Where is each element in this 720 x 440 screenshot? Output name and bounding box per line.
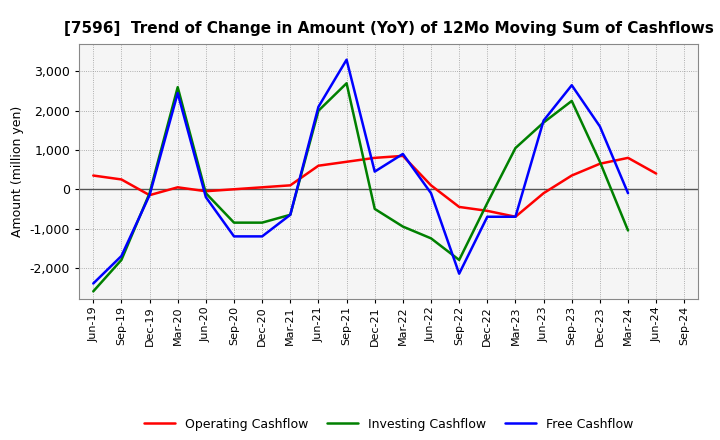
Free Cashflow — [342, 57, 351, 62]
Investing Cashflow — [624, 228, 632, 233]
Operating Cashflow — [652, 171, 660, 176]
Free Cashflow — [89, 281, 98, 286]
Investing Cashflow — [314, 108, 323, 114]
Investing Cashflow — [483, 200, 492, 205]
Operating Cashflow — [230, 187, 238, 192]
Operating Cashflow — [174, 185, 182, 190]
Investing Cashflow — [230, 220, 238, 225]
Free Cashflow — [174, 91, 182, 96]
Investing Cashflow — [258, 220, 266, 225]
Operating Cashflow — [399, 153, 408, 158]
Investing Cashflow — [145, 191, 154, 196]
Free Cashflow — [511, 214, 520, 220]
Operating Cashflow — [511, 214, 520, 220]
Operating Cashflow — [539, 191, 548, 196]
Free Cashflow — [624, 191, 632, 196]
Line: Free Cashflow: Free Cashflow — [94, 60, 628, 283]
Free Cashflow — [258, 234, 266, 239]
Operating Cashflow — [370, 155, 379, 161]
Investing Cashflow — [174, 84, 182, 90]
Investing Cashflow — [567, 98, 576, 103]
Operating Cashflow — [89, 173, 98, 178]
Operating Cashflow — [258, 185, 266, 190]
Free Cashflow — [202, 194, 210, 200]
Free Cashflow — [314, 104, 323, 110]
Free Cashflow — [370, 169, 379, 174]
Free Cashflow — [286, 212, 294, 217]
Operating Cashflow — [117, 177, 126, 182]
Free Cashflow — [483, 214, 492, 220]
Operating Cashflow — [202, 189, 210, 194]
Y-axis label: Amount (million yen): Amount (million yen) — [12, 106, 24, 237]
Operating Cashflow — [595, 161, 604, 166]
Investing Cashflow — [511, 145, 520, 150]
Operating Cashflow — [145, 193, 154, 198]
Free Cashflow — [427, 191, 436, 196]
Investing Cashflow — [342, 81, 351, 86]
Legend: Operating Cashflow, Investing Cashflow, Free Cashflow: Operating Cashflow, Investing Cashflow, … — [139, 413, 639, 436]
Operating Cashflow — [342, 159, 351, 165]
Investing Cashflow — [286, 212, 294, 217]
Investing Cashflow — [455, 257, 464, 263]
Operating Cashflow — [427, 183, 436, 188]
Title: [7596]  Trend of Change in Amount (YoY) of 12Mo Moving Sum of Cashflows: [7596] Trend of Change in Amount (YoY) o… — [64, 21, 714, 36]
Investing Cashflow — [370, 206, 379, 212]
Investing Cashflow — [539, 120, 548, 125]
Free Cashflow — [145, 193, 154, 198]
Line: Operating Cashflow: Operating Cashflow — [94, 156, 656, 217]
Line: Investing Cashflow: Investing Cashflow — [94, 83, 628, 291]
Free Cashflow — [595, 124, 604, 129]
Free Cashflow — [455, 271, 464, 276]
Operating Cashflow — [286, 183, 294, 188]
Investing Cashflow — [399, 224, 408, 229]
Operating Cashflow — [455, 204, 464, 209]
Investing Cashflow — [89, 289, 98, 294]
Operating Cashflow — [314, 163, 323, 169]
Free Cashflow — [539, 118, 548, 123]
Investing Cashflow — [117, 257, 126, 263]
Free Cashflow — [567, 83, 576, 88]
Operating Cashflow — [567, 173, 576, 178]
Investing Cashflow — [427, 236, 436, 241]
Investing Cashflow — [595, 159, 604, 165]
Operating Cashflow — [483, 208, 492, 213]
Investing Cashflow — [202, 191, 210, 196]
Free Cashflow — [399, 151, 408, 157]
Free Cashflow — [117, 253, 126, 259]
Free Cashflow — [230, 234, 238, 239]
Operating Cashflow — [624, 155, 632, 161]
